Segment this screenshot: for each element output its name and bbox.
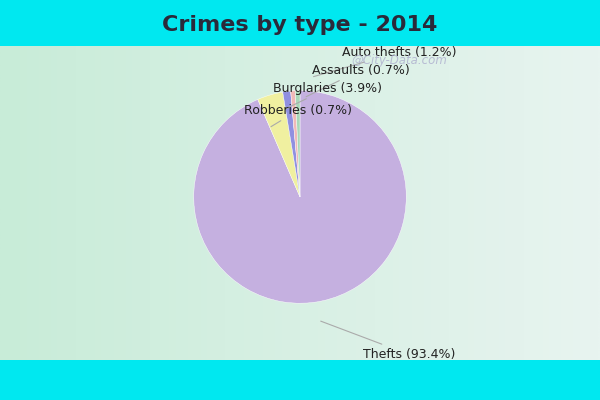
Text: @City-Data.com: @City-Data.com (352, 54, 448, 68)
Wedge shape (194, 91, 406, 303)
Text: Auto thefts (1.2%): Auto thefts (1.2%) (314, 46, 457, 77)
Text: Thefts (93.4%): Thefts (93.4%) (321, 321, 455, 361)
Wedge shape (290, 91, 300, 197)
Wedge shape (295, 91, 300, 197)
Wedge shape (258, 92, 300, 197)
Text: Assaults (0.7%): Assaults (0.7%) (306, 64, 410, 97)
Text: Crimes by type - 2014: Crimes by type - 2014 (163, 15, 437, 35)
Text: Burglaries (3.9%): Burglaries (3.9%) (274, 82, 382, 109)
Text: Robberies (0.7%): Robberies (0.7%) (244, 104, 352, 127)
Wedge shape (283, 91, 300, 197)
